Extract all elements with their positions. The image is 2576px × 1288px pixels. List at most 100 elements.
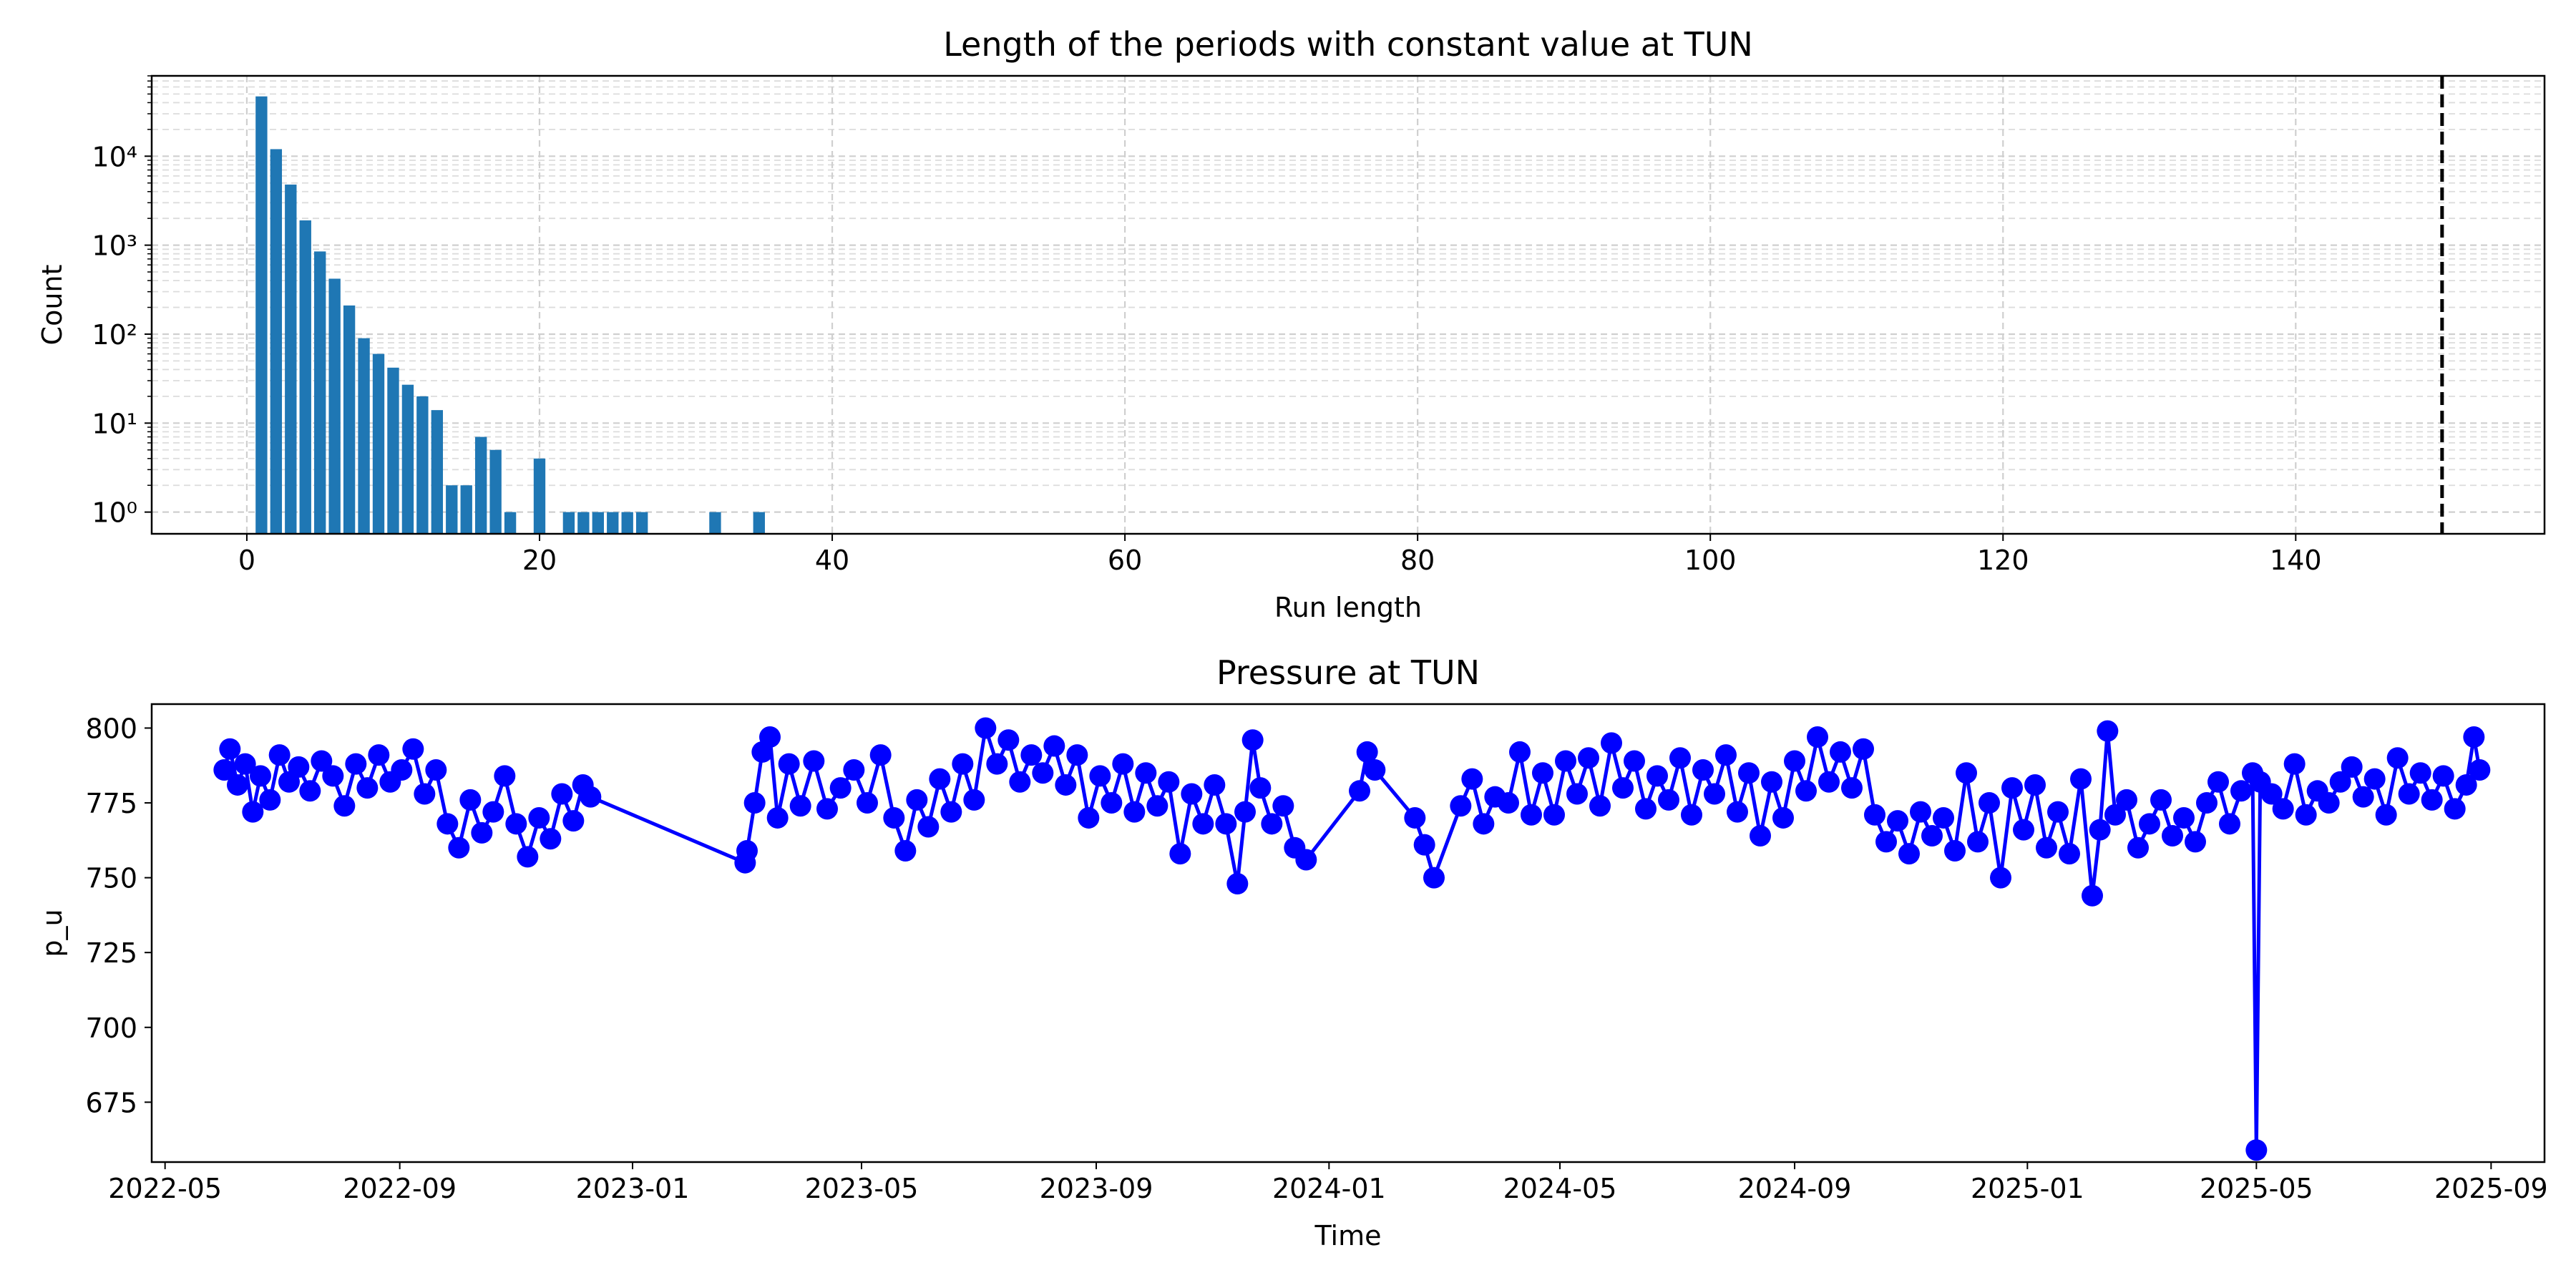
pressure-point [1509, 741, 1531, 763]
pressure-point [1807, 726, 1828, 748]
pressure-point [2173, 806, 2195, 829]
pressure-point [234, 753, 256, 775]
pressure-point [528, 806, 550, 829]
pressure-point [1295, 849, 1317, 871]
histogram-bar [387, 367, 399, 534]
pressure-point [2398, 783, 2420, 805]
pressure-point [963, 789, 985, 811]
pressure-point [952, 753, 974, 775]
pressure-point [311, 750, 333, 772]
pressure-series [213, 717, 2491, 1161]
pressure-point [2219, 813, 2240, 835]
histogram-bar [562, 512, 575, 534]
pressure-point [1910, 801, 1931, 823]
pressure-point [906, 789, 928, 811]
pressure-point [894, 839, 917, 862]
timeseries-y-ticks: 675 700 725 750 775 800 [85, 713, 152, 1118]
pressure-point [1461, 768, 1483, 790]
pressure-point [1543, 804, 1565, 826]
pressure-point [2444, 798, 2466, 820]
pressure-point [1864, 804, 1885, 826]
pressure-point [2150, 789, 2172, 811]
pressure-point [2409, 762, 2431, 784]
pressure-point [1704, 783, 1725, 805]
y-tick-label: 675 [85, 1087, 137, 1118]
histogram-bar [753, 512, 765, 534]
pressure-point [917, 816, 940, 838]
histogram-bar [358, 338, 370, 534]
pressure-point [2097, 720, 2119, 742]
x-tick-label: 2025-05 [2200, 1173, 2313, 1204]
pressure-point [1349, 780, 1370, 802]
pressure-point [1032, 762, 1054, 784]
pressure-point [368, 744, 390, 766]
pressure-point [929, 768, 951, 790]
pressure-point [1841, 777, 1863, 799]
pressure-point [2386, 747, 2409, 769]
x-tick-label: 2024-01 [1272, 1173, 1386, 1204]
pressure-point [1215, 813, 1237, 835]
pressure-point [2272, 798, 2294, 820]
y-tick-label: 10³ [92, 230, 137, 262]
pressure-point [2455, 774, 2477, 796]
pressure-point [494, 765, 516, 787]
pressure-point [883, 806, 905, 829]
histogram-bar [343, 305, 356, 534]
pressure-point [2139, 813, 2160, 835]
run-length-histogram: 0 20 40 60 80 100 120 140 10⁰ 10¹ 10² 10³ 10⁴ Lengt… [36, 25, 2546, 623]
pressure-point [471, 821, 493, 844]
histogram-bar [489, 449, 502, 534]
y-tick-label: 725 [85, 937, 137, 969]
histogram-frame [150, 74, 2546, 535]
pressure-point [1009, 771, 1031, 793]
pressure-point [425, 759, 447, 781]
x-tick-label: 2025-09 [2434, 1173, 2548, 1204]
pressure-point [1635, 798, 1657, 820]
pressure-point [1933, 806, 1954, 829]
pressure-point [1498, 792, 1519, 814]
y-tick-label: 775 [85, 788, 137, 819]
histogram-x-label: Run length [1274, 592, 1422, 623]
pressure-point [975, 717, 997, 739]
pressure-point [414, 783, 436, 805]
pressure-point [1795, 780, 1817, 802]
pressure-point [759, 726, 781, 748]
pressure-point [857, 792, 878, 814]
pressure-point [299, 780, 321, 802]
histogram-bar [299, 220, 311, 534]
pressure-point [551, 783, 573, 805]
histogram-x-ticks: 0 20 40 60 80 100 120 140 [238, 534, 2322, 576]
timeseries-title: Pressure at TUN [1216, 653, 1480, 692]
pressure-point [2260, 783, 2283, 805]
pressure-point [1990, 867, 2011, 889]
pressure-point [1249, 777, 1272, 799]
histogram-bar [709, 512, 721, 534]
x-tick-label: 2023-09 [1040, 1173, 1153, 1204]
pressure-point [1404, 806, 1426, 829]
pressure-point [242, 801, 264, 823]
pressure-point [459, 789, 482, 811]
pressure-point [1967, 831, 1989, 853]
pressure-point [1169, 843, 1191, 865]
pressure-point [789, 795, 811, 817]
pressure-point [1521, 804, 1542, 826]
pressure-point [1226, 872, 1249, 894]
y-tick-label: 750 [85, 863, 137, 894]
x-tick-label: 2022-09 [343, 1173, 457, 1204]
pressure-point [2421, 789, 2443, 811]
pressure-point [1853, 738, 1874, 760]
histogram-bar [314, 251, 326, 534]
x-tick-label: 2024-05 [1503, 1173, 1617, 1204]
pressure-point [213, 759, 235, 781]
pressure-point [1158, 771, 1180, 793]
pressure-point [1101, 792, 1123, 814]
pressure-point [1123, 801, 1146, 823]
pressure-point [1956, 762, 1977, 784]
pressure-point [1112, 753, 1134, 775]
pressure-point [1612, 777, 1634, 799]
pressure-point [1146, 795, 1169, 817]
x-tick-label: 0 [238, 545, 255, 576]
pressure-point [1646, 765, 1668, 787]
x-tick-label: 40 [815, 545, 849, 576]
